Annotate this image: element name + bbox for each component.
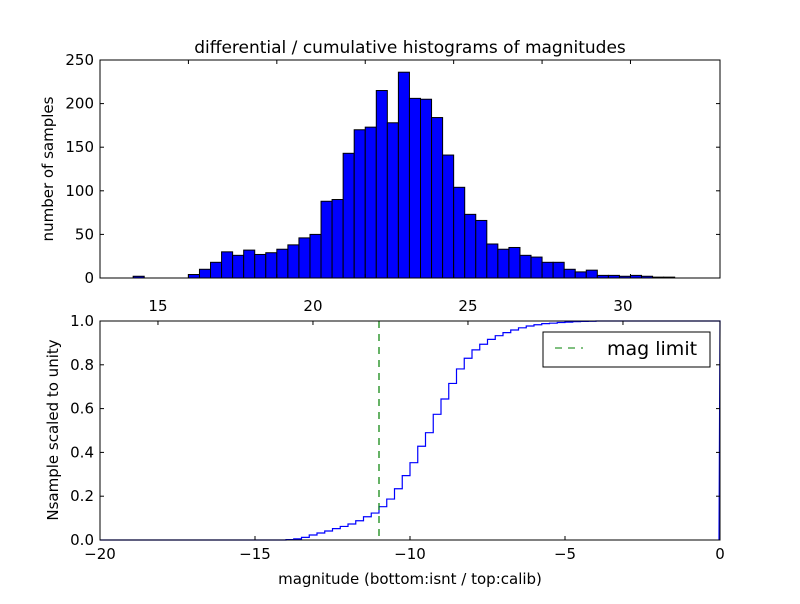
bottom-y-axis-label: Nsample scaled to unity	[44, 339, 62, 520]
histogram-bar	[309, 233, 322, 279]
histogram-bar	[486, 243, 499, 279]
histogram-bar	[574, 271, 587, 279]
top-y-axis-label: number of samples	[39, 96, 57, 241]
top-x-tick-label: 30	[613, 297, 632, 315]
y-tick-label: 0	[84, 269, 94, 287]
histogram-bar	[563, 268, 576, 279]
histogram-axes: 0 50 100 150 200 250	[65, 51, 721, 287]
histogram-bar	[276, 248, 289, 279]
legend-box	[542, 331, 711, 368]
histogram-bar	[298, 237, 311, 279]
top-x-tick-label: 25	[458, 297, 477, 315]
x-tick-label: −5	[554, 545, 576, 563]
x-tick-label: −10	[394, 545, 426, 563]
histogram-bar	[331, 199, 344, 279]
histogram-bar	[221, 251, 234, 279]
histogram-bar	[475, 219, 488, 279]
histogram-bar	[287, 244, 300, 279]
y-tick-label: 200	[65, 95, 94, 113]
histogram-bar	[342, 152, 355, 279]
y-tick-label: 1.0	[70, 312, 94, 330]
histogram-bar	[419, 98, 433, 279]
histogram-bar	[320, 200, 333, 279]
histogram-bar	[364, 126, 377, 279]
histogram-bar	[530, 256, 543, 279]
x-tick-label: −20	[84, 545, 116, 563]
histogram-bar	[464, 213, 477, 279]
top-x-tick-label: 15	[148, 297, 167, 315]
histogram-bar	[497, 248, 510, 279]
y-tick-label: 0.0	[70, 531, 94, 549]
histogram-bar	[198, 268, 212, 279]
y-tick-label: 100	[65, 182, 94, 200]
y-tick-label: 50	[75, 225, 94, 243]
histogram-bar	[552, 261, 565, 279]
chart-title: differential / cumulative histograms of …	[194, 38, 626, 58]
histogram-bar	[386, 122, 399, 279]
histogram-bar	[585, 269, 598, 279]
histogram-bar	[265, 252, 278, 279]
histogram-bar	[353, 129, 366, 279]
bottom-x-axis-label: magnitude (bottom:isnt / top:calib)	[278, 570, 542, 588]
histogram-bar	[519, 254, 532, 279]
histogram-bar	[408, 97, 421, 279]
histogram-bar	[442, 154, 455, 279]
x-tick-label: 0	[715, 545, 725, 563]
legend: mag limit	[542, 331, 711, 368]
y-tick-label: 250	[65, 51, 94, 69]
histogram-bar	[508, 246, 521, 279]
histogram-bar	[541, 261, 554, 279]
cumulative-axes: 0.0 0.2 0.4 0.6 0.8 1.0 −20 −15 −10 −5 0 15 20 25 30	[70, 297, 725, 563]
histogram-bar	[254, 253, 267, 279]
histogram-bar	[243, 249, 256, 279]
x-tick-label: −15	[239, 545, 271, 563]
histogram-bar	[453, 186, 466, 279]
y-tick-label: 0.8	[70, 356, 94, 374]
y-tick-label: 0.6	[70, 400, 94, 418]
top-x-tick-label: 20	[303, 297, 322, 315]
histogram-bar	[210, 261, 223, 279]
histogram-bar	[187, 274, 200, 279]
histogram-bar	[397, 71, 410, 279]
y-tick-label: 150	[65, 138, 94, 156]
histogram-bar	[375, 90, 388, 279]
histogram-bar	[232, 254, 245, 279]
y-tick-label: 0.4	[70, 443, 94, 461]
legend-mag-limit-label: mag limit	[607, 338, 697, 360]
plot-frame	[99, 59, 721, 279]
histogram-bar	[431, 117, 444, 279]
y-tick-label: 0.2	[70, 487, 94, 505]
